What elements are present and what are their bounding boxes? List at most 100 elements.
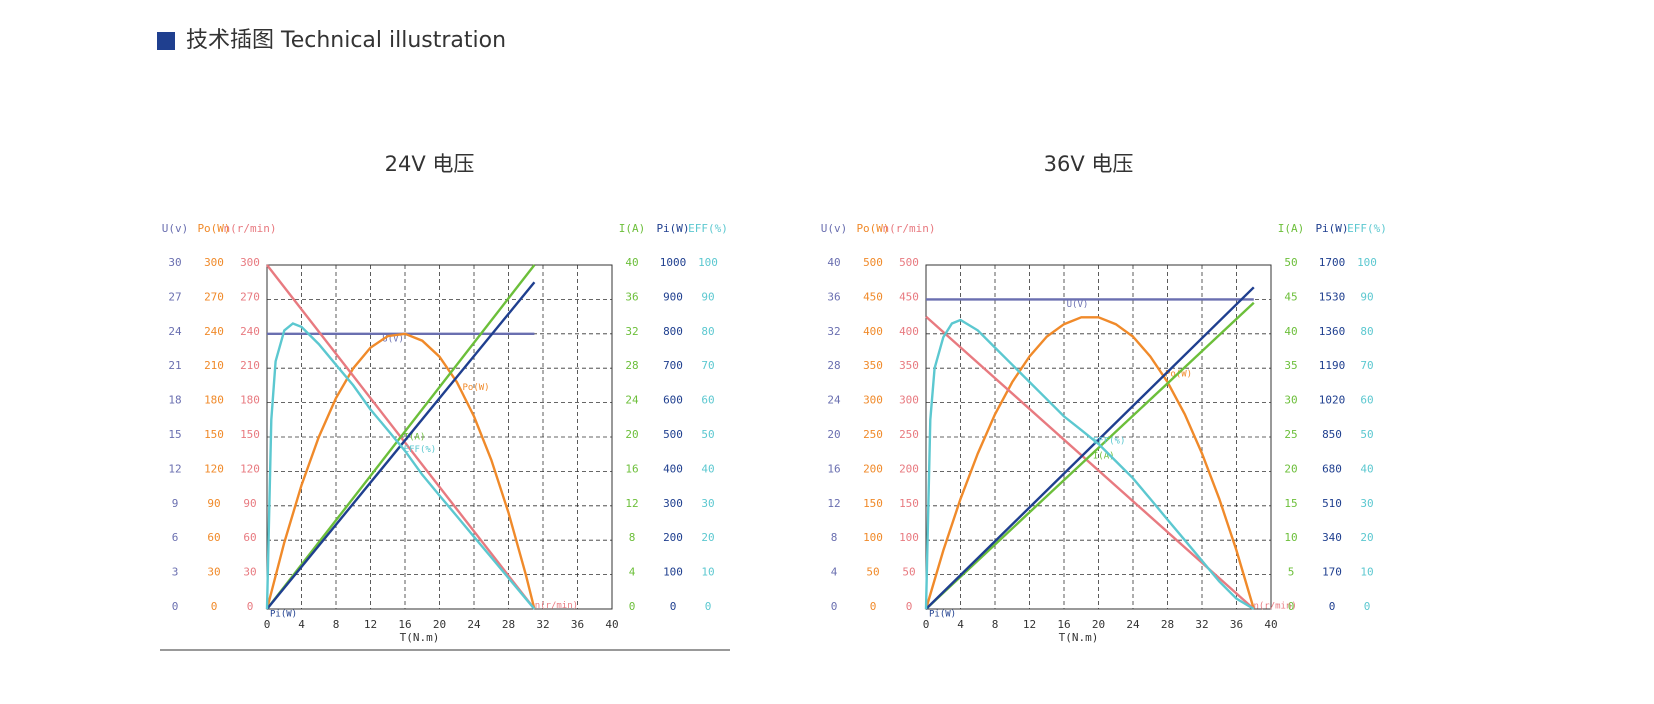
y-tick-label: 5 <box>1288 566 1295 579</box>
x-tick-label: 28 <box>1161 618 1174 631</box>
y-tick-label: 15 <box>1284 497 1297 510</box>
y-tick-label: 600 <box>663 394 683 407</box>
curve <box>924 318 1255 611</box>
curve-label: EFF(%) <box>404 445 437 455</box>
x-tick-label: 8 <box>333 618 340 631</box>
curve <box>924 316 1255 610</box>
y-tick-label: 30 <box>168 256 181 269</box>
y-axis-label: n(r/min) <box>224 222 277 235</box>
y-tick-label: 90 <box>243 497 256 510</box>
x-tick-label: 32 <box>1195 618 1208 631</box>
y-tick-label: 0 <box>172 600 179 613</box>
y-tick-label: 40 <box>701 462 714 475</box>
curve-label: U(V) <box>382 334 404 344</box>
curve-label: I(A) <box>404 433 426 443</box>
chart-title: 36V 电压 <box>1044 152 1134 176</box>
y-tick-label: 100 <box>1357 256 1377 269</box>
y-tick-label: 100 <box>899 531 919 544</box>
y-tick-label: 350 <box>899 359 919 372</box>
y-axis-label: n(r/min) <box>883 222 936 235</box>
y-tick-label: 150 <box>863 497 883 510</box>
y-tick-label: 20 <box>701 531 714 544</box>
y-tick-label: 60 <box>701 394 714 407</box>
y-tick-label: 45 <box>1284 290 1297 303</box>
y-axis-label: I(A) <box>619 222 646 235</box>
y-axis-label: EFF(%) <box>1347 222 1387 235</box>
y-tick-label: 24 <box>625 394 639 407</box>
y-axis-label: Pi(W) <box>656 222 689 235</box>
y-tick-label: 70 <box>1360 359 1373 372</box>
y-tick-label: 210 <box>240 359 260 372</box>
y-tick-label: 240 <box>204 325 224 338</box>
y-tick-label: 150 <box>204 428 224 441</box>
x-tick-label: 16 <box>1057 618 1070 631</box>
y-tick-label: 1000 <box>660 256 687 269</box>
y-tick-label: 4 <box>629 566 636 579</box>
y-tick-label: 270 <box>240 290 260 303</box>
y-tick-label: 120 <box>204 462 224 475</box>
y-tick-label: 20 <box>827 428 840 441</box>
curve-label: Po(W) <box>463 383 490 393</box>
y-tick-label: 300 <box>663 497 683 510</box>
y-tick-label: 35 <box>1284 359 1297 372</box>
x-tick-label: 28 <box>502 618 515 631</box>
y-tick-label: 16 <box>827 462 840 475</box>
curve-label: n(r/min) <box>535 601 578 611</box>
y-axis-label: Pi(W) <box>1315 222 1348 235</box>
y-tick-label: 200 <box>899 462 919 475</box>
y-tick-label: 30 <box>207 566 220 579</box>
y-tick-label: 300 <box>863 394 883 407</box>
y-tick-label: 30 <box>1360 497 1373 510</box>
y-tick-label: 30 <box>243 566 256 579</box>
x-tick-label: 20 <box>1092 618 1105 631</box>
y-tick-label: 0 <box>247 600 254 613</box>
y-tick-label: 15 <box>168 428 181 441</box>
y-tick-label: 36 <box>625 290 638 303</box>
y-tick-label: 400 <box>663 462 683 475</box>
y-tick-label: 32 <box>827 325 840 338</box>
y-tick-label: 16 <box>625 462 638 475</box>
y-tick-label: 50 <box>701 428 714 441</box>
y-tick-label: 250 <box>899 428 919 441</box>
y-tick-label: 50 <box>866 566 879 579</box>
y-tick-label: 450 <box>863 290 883 303</box>
y-tick-label: 24 <box>827 394 841 407</box>
y-tick-label: 50 <box>1360 428 1373 441</box>
y-tick-label: 200 <box>863 462 883 475</box>
y-tick-label: 270 <box>204 290 224 303</box>
y-axis-label: U(v) <box>162 222 189 235</box>
y-tick-label: 4 <box>831 566 838 579</box>
y-tick-label: 10 <box>701 566 714 579</box>
curve <box>266 264 536 610</box>
header-title: 技术插图 Technical illustration <box>186 28 506 53</box>
chart-title: 24V 电压 <box>385 152 475 176</box>
y-tick-label: 50 <box>1284 256 1297 269</box>
y-tick-label: 0 <box>831 600 838 613</box>
x-tick-label: 24 <box>1126 618 1140 631</box>
y-tick-label: 0 <box>906 600 913 613</box>
y-tick-label: 20 <box>1360 531 1373 544</box>
y-axis-label: I(A) <box>1278 222 1305 235</box>
curve <box>925 286 1255 610</box>
x-tick-label: 40 <box>605 618 618 631</box>
y-tick-label: 300 <box>204 256 224 269</box>
y-tick-label: 12 <box>827 497 840 510</box>
y-tick-label: 800 <box>663 325 683 338</box>
y-tick-label: 90 <box>701 290 714 303</box>
curve <box>265 332 536 610</box>
y-tick-label: 28 <box>625 359 638 372</box>
x-tick-label: 24 <box>467 618 481 631</box>
y-axis-label: Po(W) <box>197 222 230 235</box>
y-tick-label: 850 <box>1322 428 1342 441</box>
y-tick-label: 680 <box>1322 462 1342 475</box>
x-tick-label: 0 <box>264 618 271 631</box>
y-tick-label: 120 <box>240 462 260 475</box>
plot-frame <box>925 264 1272 610</box>
plot-frame <box>266 264 613 610</box>
y-tick-label: 70 <box>701 359 714 372</box>
y-tick-label: 170 <box>1322 566 1342 579</box>
y-tick-label: 180 <box>204 394 224 407</box>
y-tick-label: 350 <box>863 359 883 372</box>
y-tick-label: 12 <box>625 497 638 510</box>
curve <box>265 322 536 610</box>
